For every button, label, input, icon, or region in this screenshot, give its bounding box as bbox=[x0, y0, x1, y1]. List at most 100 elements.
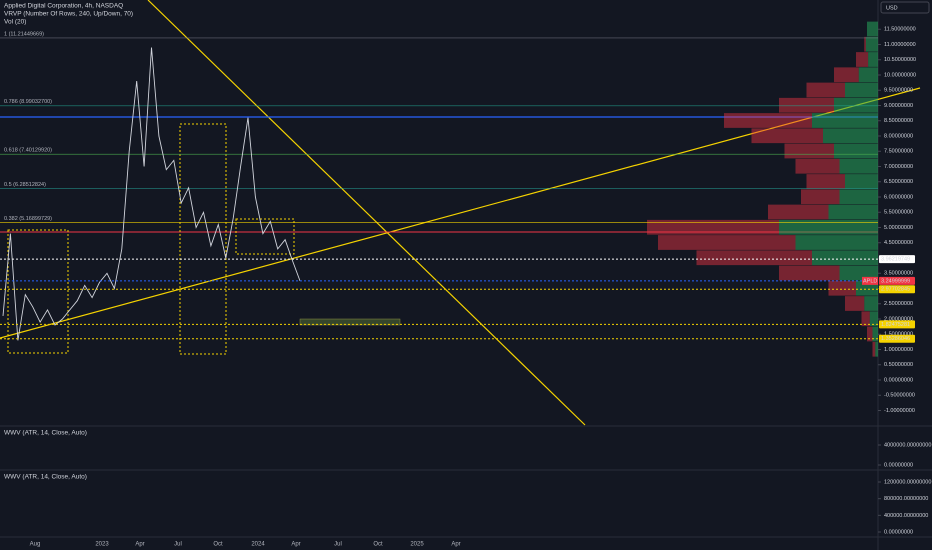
profile-down bbox=[696, 250, 812, 266]
price-line bbox=[2, 47, 301, 341]
price-label-bg bbox=[879, 276, 915, 285]
price-tick-label: 4.50000000 bbox=[884, 240, 913, 246]
symbol-bg bbox=[862, 276, 878, 285]
currency[interactable]: USD bbox=[886, 5, 898, 11]
price-tick-label: 1.00000000 bbox=[884, 347, 913, 353]
profile-down bbox=[828, 280, 856, 296]
price-label-bg bbox=[879, 334, 915, 343]
profile-up bbox=[834, 143, 878, 159]
profile-down bbox=[856, 52, 869, 67]
fib-label: 0.786 (8.99032700) bbox=[4, 99, 52, 105]
profile-down bbox=[724, 113, 812, 128]
profile-down bbox=[768, 204, 829, 220]
profile-down bbox=[658, 235, 796, 250]
currency-button[interactable] bbox=[880, 1, 930, 14]
price-tick-label: 5.00000000 bbox=[884, 225, 913, 231]
price-tick-label: 9.50000000 bbox=[884, 88, 913, 94]
range-box bbox=[7, 229, 69, 354]
profile-up bbox=[823, 128, 878, 144]
pane-tick-label: 0.00000000 bbox=[884, 462, 913, 468]
price-label: 1.35286046 bbox=[881, 336, 910, 342]
price-tick-label: 6.50000000 bbox=[884, 179, 913, 185]
profile-down bbox=[867, 326, 873, 342]
price-tick-label: -0.50000000 bbox=[884, 393, 915, 399]
pane-tick-label: 400000.00000000 bbox=[884, 513, 928, 519]
price-tick-label: 5.50000000 bbox=[884, 210, 913, 216]
pane-tick-label: 800000.00000000 bbox=[884, 496, 928, 502]
time-label: Jul bbox=[174, 542, 182, 548]
time-label: 2025 bbox=[410, 542, 424, 548]
profile-up bbox=[869, 311, 878, 327]
price-tick-label: 10.00000000 bbox=[884, 72, 916, 78]
time-label: Apr bbox=[135, 542, 144, 548]
profile-up bbox=[867, 21, 878, 37]
range-box bbox=[299, 318, 401, 326]
profile-up bbox=[812, 250, 878, 266]
profile-up bbox=[828, 204, 878, 220]
pane-tick-label: 4000000.00000000 bbox=[884, 442, 931, 448]
time-label: 2023 bbox=[95, 542, 109, 548]
price-tick-label: 11.00000000 bbox=[884, 42, 916, 48]
range-box bbox=[179, 123, 227, 355]
profile-up bbox=[812, 113, 878, 128]
profile-up bbox=[839, 158, 878, 174]
price-tick-label: 0.50000000 bbox=[884, 362, 913, 368]
profile-up bbox=[875, 341, 878, 357]
header: Applied Digital Corporation, 4h, NASDAQ … bbox=[4, 3, 133, 26]
range-box bbox=[235, 218, 295, 255]
price-tick-label: 10.50000000 bbox=[884, 57, 916, 63]
profile-up bbox=[872, 326, 878, 342]
profile-down bbox=[845, 296, 865, 311]
profile-down bbox=[795, 158, 840, 174]
profile-down bbox=[806, 174, 845, 189]
price-label-bg bbox=[879, 285, 915, 294]
profile-up bbox=[839, 189, 878, 205]
price-tick-label: 2.50000000 bbox=[884, 301, 913, 307]
profile-down bbox=[834, 67, 859, 83]
profile-up bbox=[839, 265, 878, 281]
price-tick-label: 1.50000000 bbox=[884, 332, 913, 338]
profile-down bbox=[784, 143, 834, 159]
price-tick-label: 3.50000000 bbox=[884, 271, 913, 277]
price-tick-label: 8.50000000 bbox=[884, 118, 913, 124]
price-label: 3.96219749 bbox=[881, 257, 910, 263]
profile-down bbox=[751, 128, 823, 144]
time-label: Aug bbox=[30, 542, 41, 548]
price-tick-label: 6.00000000 bbox=[884, 194, 913, 200]
pane-title: WWV (ATR, 14, Close, Auto) bbox=[4, 474, 87, 481]
trendline bbox=[0, 87, 921, 339]
profile-up bbox=[845, 82, 878, 98]
profile-down bbox=[801, 189, 840, 205]
fib-label: 0.618 (7.40129920) bbox=[4, 148, 52, 154]
profile-down bbox=[647, 219, 779, 235]
price-tick-label: 2.00000000 bbox=[884, 316, 913, 322]
profile-up bbox=[865, 36, 878, 52]
profile-down bbox=[864, 36, 866, 52]
price-tick-label: 7.50000000 bbox=[884, 149, 913, 155]
price-tick-label: 9.00000000 bbox=[884, 103, 913, 109]
indicator-label: Vol (20) bbox=[4, 19, 26, 26]
price-tick-label: 0.00000000 bbox=[884, 377, 913, 383]
price-label: 1.82475281 bbox=[881, 322, 910, 328]
profile-up bbox=[795, 235, 878, 250]
profile-down bbox=[779, 97, 834, 113]
pane-tick-label: 0.00000000 bbox=[884, 529, 913, 535]
price-label-bg bbox=[879, 320, 915, 329]
profile-up bbox=[858, 67, 878, 83]
price-tick-label: -1.00000000 bbox=[884, 408, 915, 414]
pane-tick-label: 1200000.00000000 bbox=[884, 479, 931, 485]
trendline bbox=[147, 0, 586, 426]
price-label-bg bbox=[879, 255, 915, 264]
profile-up bbox=[834, 97, 878, 113]
time-label: Oct bbox=[213, 542, 223, 548]
indicator-label: VRVP (Number Of Rows, 240, Up/Down, 70) bbox=[4, 11, 133, 18]
time-label: Jul bbox=[334, 542, 342, 548]
profile-up bbox=[864, 296, 878, 311]
time-label: Apr bbox=[291, 542, 300, 548]
profile-down bbox=[779, 265, 840, 281]
profile-down bbox=[872, 341, 876, 357]
profile-up bbox=[868, 52, 878, 67]
profile-up bbox=[779, 219, 878, 235]
time-label: 2024 bbox=[251, 542, 265, 548]
